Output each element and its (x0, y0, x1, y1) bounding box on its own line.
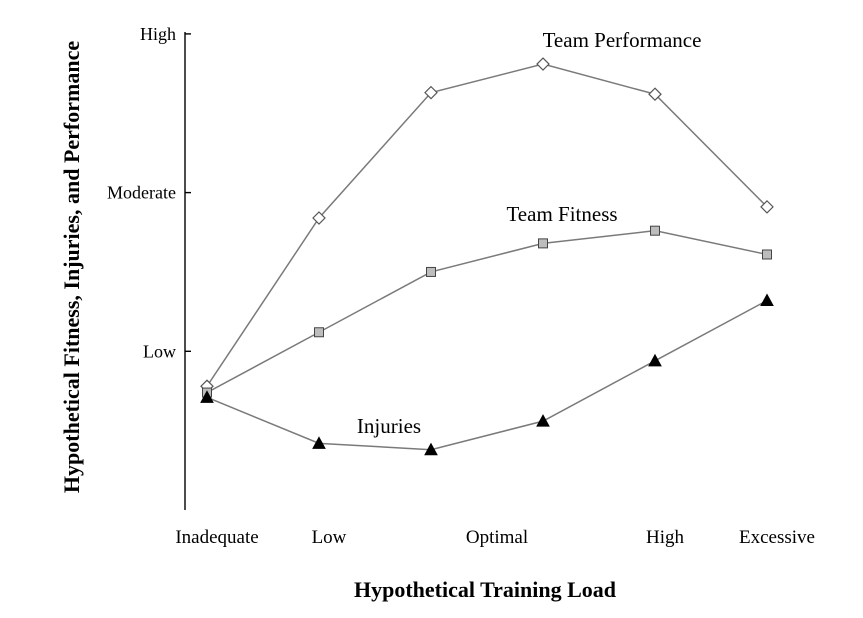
series-label: Team Fitness (506, 202, 617, 226)
series-line (207, 301, 767, 450)
y-tick-label: Low (143, 341, 176, 361)
data-point-square (651, 226, 660, 235)
series-labels: Team Performance Team Fitness Injuries (357, 28, 702, 438)
data-point-square (539, 239, 548, 248)
data-point-triangle (537, 415, 549, 426)
series-label: Injuries (357, 414, 421, 438)
x-ticks: Inadequate Low Optimal High Excessive (175, 527, 815, 548)
x-tick-label: Excessive (739, 527, 815, 548)
y-axis-title: Hypothetical Fitness, Injuries, and Perf… (59, 41, 84, 493)
data-point-diamond (537, 58, 549, 70)
x-axis-title: Hypothetical Training Load (354, 577, 616, 602)
data-point-triangle (761, 295, 773, 306)
y-tick-label: Moderate (107, 183, 176, 203)
series-markers (201, 58, 773, 455)
data-point-square (315, 328, 324, 337)
series-line (207, 231, 767, 393)
x-tick-label: Low (312, 527, 347, 548)
x-tick-label: Inadequate (175, 527, 258, 548)
series-lines (207, 64, 767, 450)
data-point-square (763, 250, 772, 259)
y-tick-label: High (140, 24, 176, 44)
series-line (207, 64, 767, 386)
series-label: Team Performance (543, 28, 702, 52)
y-ticks: Low Moderate High (107, 24, 191, 361)
x-tick-label: High (646, 527, 685, 548)
data-point-triangle (649, 355, 661, 366)
data-point-square (427, 267, 436, 276)
x-tick-label: Optimal (466, 527, 528, 548)
